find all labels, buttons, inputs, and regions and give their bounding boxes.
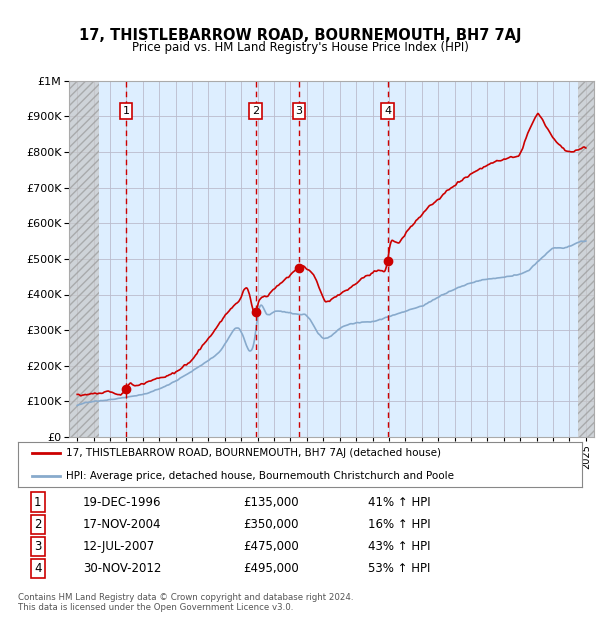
Text: 53% ↑ HPI: 53% ↑ HPI xyxy=(368,562,430,575)
Text: £135,000: £135,000 xyxy=(244,496,299,509)
Text: 1: 1 xyxy=(34,496,41,509)
Text: 17, THISTLEBARROW ROAD, BOURNEMOUTH, BH7 7AJ: 17, THISTLEBARROW ROAD, BOURNEMOUTH, BH7… xyxy=(79,29,521,43)
Text: £350,000: £350,000 xyxy=(244,518,299,531)
Bar xyxy=(578,81,594,437)
Text: £475,000: £475,000 xyxy=(244,540,299,553)
Text: 4: 4 xyxy=(34,562,41,575)
Text: 30-NOV-2012: 30-NOV-2012 xyxy=(83,562,161,575)
Text: 16% ↑ HPI: 16% ↑ HPI xyxy=(368,518,430,531)
Text: 3: 3 xyxy=(34,540,41,553)
Text: 43% ↑ HPI: 43% ↑ HPI xyxy=(368,540,430,553)
Text: 12-JUL-2007: 12-JUL-2007 xyxy=(83,540,155,553)
Text: 3: 3 xyxy=(296,106,302,116)
Text: Price paid vs. HM Land Registry's House Price Index (HPI): Price paid vs. HM Land Registry's House … xyxy=(131,42,469,54)
Text: 19-DEC-1996: 19-DEC-1996 xyxy=(83,496,161,509)
Text: HPI: Average price, detached house, Bournemouth Christchurch and Poole: HPI: Average price, detached house, Bour… xyxy=(66,471,454,480)
Bar xyxy=(69,81,98,437)
Text: 4: 4 xyxy=(384,106,391,116)
Text: 17-NOV-2004: 17-NOV-2004 xyxy=(83,518,161,531)
Text: £495,000: £495,000 xyxy=(244,562,299,575)
Text: Contains HM Land Registry data © Crown copyright and database right 2024.: Contains HM Land Registry data © Crown c… xyxy=(18,593,353,601)
Text: This data is licensed under the Open Government Licence v3.0.: This data is licensed under the Open Gov… xyxy=(18,603,293,612)
Text: 1: 1 xyxy=(122,106,130,116)
Text: 2: 2 xyxy=(252,106,259,116)
Text: 17, THISTLEBARROW ROAD, BOURNEMOUTH, BH7 7AJ (detached house): 17, THISTLEBARROW ROAD, BOURNEMOUTH, BH7… xyxy=(66,448,441,458)
Text: 2: 2 xyxy=(34,518,41,531)
Text: 41% ↑ HPI: 41% ↑ HPI xyxy=(368,496,430,509)
